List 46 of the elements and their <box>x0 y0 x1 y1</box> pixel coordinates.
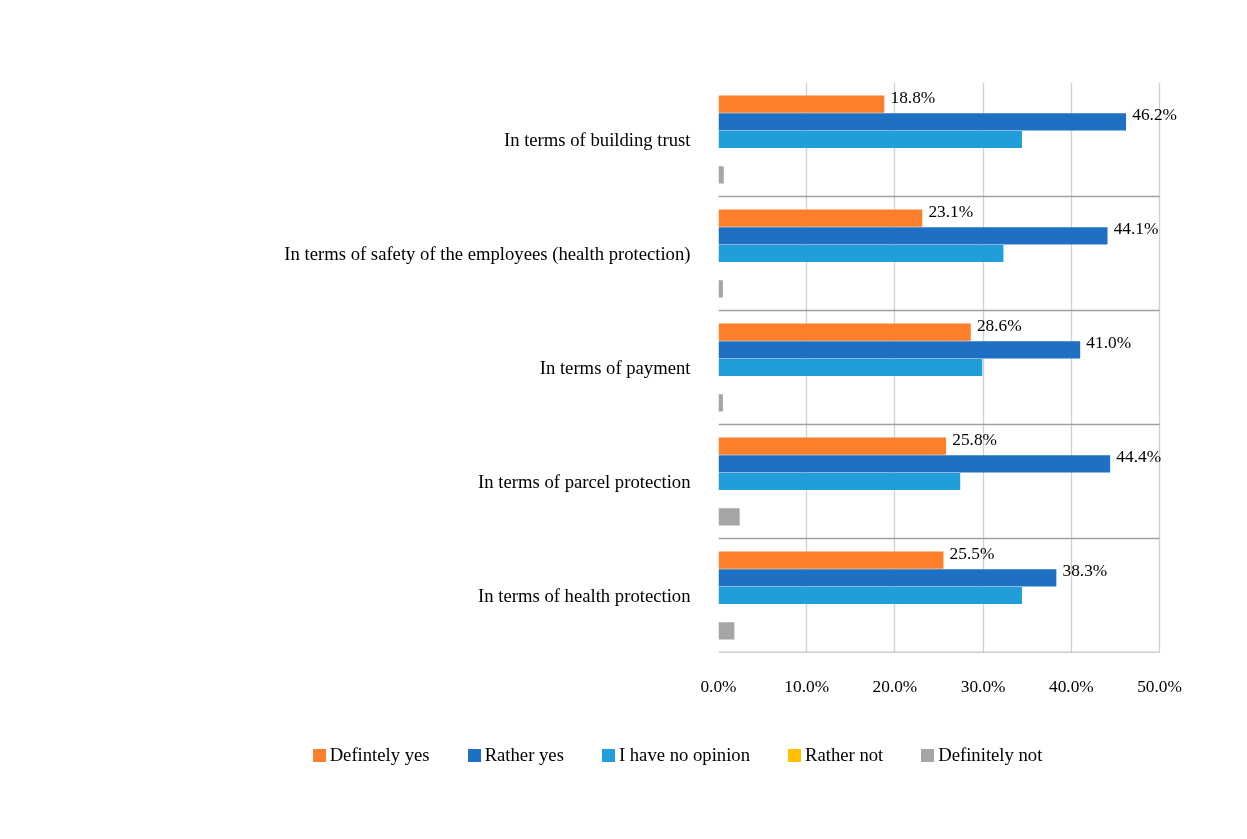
bar <box>718 586 1022 605</box>
legend-label: Rather not <box>804 743 884 767</box>
data-label: 44.1% <box>1113 219 1159 239</box>
data-label: 23.1% <box>928 201 974 221</box>
legend-label: Definitely not <box>938 743 1043 767</box>
bar <box>718 130 1022 149</box>
bar <box>718 227 1108 245</box>
y-tick-label: In terms of health protection <box>478 585 692 606</box>
bar <box>718 508 740 526</box>
x-tick-label: 30.0% <box>960 676 1006 696</box>
y-tick-label: In terms of safety of the employees (health protection) <box>284 243 691 265</box>
bar <box>718 244 1004 263</box>
bar <box>718 280 723 298</box>
data-label: 41.0% <box>1086 333 1132 353</box>
x-tick-label: 0.0% <box>700 676 737 696</box>
x-tick-label: 50.0% <box>1137 676 1182 696</box>
x-tick-label: 40.0% <box>1048 676 1094 696</box>
data-label: 18.8% <box>890 87 936 107</box>
bar <box>718 209 923 227</box>
bar <box>718 472 961 491</box>
x-tick-label: 20.0% <box>872 676 918 696</box>
data-label: 25.5% <box>949 543 995 563</box>
bar <box>718 551 944 569</box>
bar <box>718 622 735 640</box>
legend-label: I have no opinion <box>618 743 750 767</box>
data-label: 25.8% <box>952 429 998 449</box>
bar <box>718 437 947 455</box>
bar <box>718 323 971 341</box>
y-tick-label: In terms of payment <box>539 357 692 378</box>
data-label: 46.2% <box>1132 105 1177 125</box>
bar <box>718 166 724 184</box>
bar <box>718 358 983 377</box>
data-label: 44.4% <box>1116 447 1162 467</box>
x-tick-label: 10.0% <box>784 676 830 696</box>
bar <box>718 394 723 412</box>
bar <box>718 113 1127 131</box>
bar <box>718 95 885 113</box>
bar <box>718 569 1057 587</box>
legend-label: Defintely yes <box>329 743 430 767</box>
legend-label: Rather yes <box>484 743 564 767</box>
bar <box>718 455 1111 473</box>
data-label: 38.3% <box>1062 561 1108 581</box>
y-tick-label: In terms of building trust <box>503 129 692 150</box>
bar <box>718 341 1081 359</box>
y-tick-label: In terms of parcel protection <box>478 471 692 492</box>
data-label: 28.6% <box>976 315 1022 335</box>
